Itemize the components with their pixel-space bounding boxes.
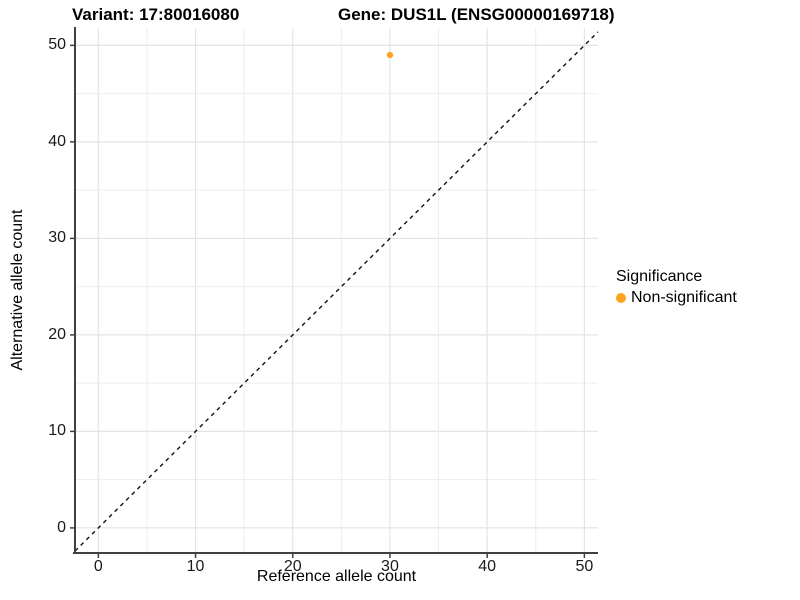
legend-title: Significance — [616, 268, 703, 285]
gene-title: Gene: DUS1L (ENSG00000169718) — [338, 5, 615, 24]
x-tick-label: 50 — [575, 558, 594, 575]
x-tick-label: 40 — [478, 558, 497, 575]
x-tick-label: 20 — [283, 558, 302, 575]
data-point — [386, 51, 394, 59]
y-tick-label: 50 — [48, 36, 66, 54]
variant-title: Variant: 17:80016080 — [72, 5, 240, 24]
y-tick-label: 10 — [48, 422, 66, 440]
y-axis-title: Alternative allele count — [9, 209, 26, 371]
y-tick-label: 40 — [48, 132, 66, 150]
y-tick-label: 0 — [57, 518, 66, 536]
legend-items: Non-significant — [616, 289, 737, 307]
identity-line — [74, 31, 599, 552]
plot-panel — [70, 27, 599, 558]
legend-item: Non-significant — [616, 289, 737, 307]
x-tick-label: 30 — [381, 558, 399, 575]
x-tick-label: 10 — [186, 558, 205, 575]
legend-item-label: Non-significant — [631, 289, 737, 306]
y-tick-label: 30 — [48, 229, 66, 247]
x-axis-title: Reference allele count — [256, 568, 417, 585]
y-tick-label: 20 — [48, 325, 66, 343]
legend-point-icon — [616, 293, 626, 303]
legend: Significance Non-significant — [616, 268, 737, 307]
x-tick-label: 0 — [93, 558, 103, 575]
